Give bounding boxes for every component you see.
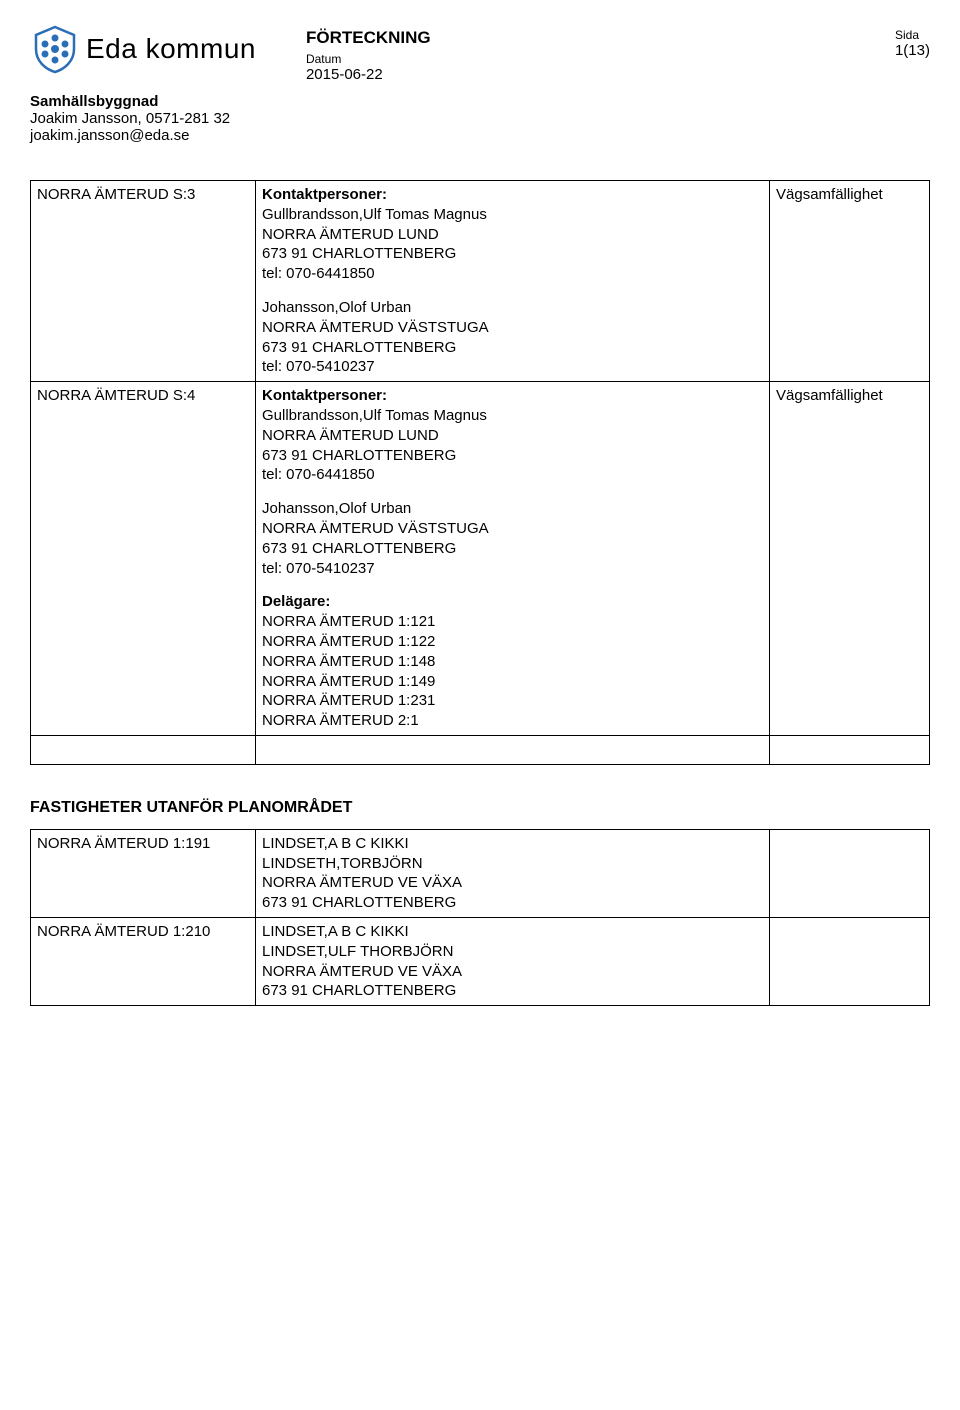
info-line: 673 91 CHARLOTTENBERG — [262, 540, 456, 557]
cell-details: Kontaktpersoner: Gullbrandsson,Ulf Tomas … — [256, 382, 770, 736]
info-line: Gullbrandsson,Ulf Tomas Magnus — [262, 206, 487, 223]
info-line: NORRA ÄMTERUD VÄSTSTUGA — [262, 319, 489, 336]
info-line: NORRA ÄMTERUD VE VÄXA — [262, 874, 462, 891]
cell-note — [770, 735, 930, 764]
block-label: Kontaktpersoner: — [262, 186, 387, 203]
info-block: Johansson,Olof Urban NORRA ÄMTERUD VÄSTST… — [262, 298, 763, 377]
table-row: NORRA ÄMTERUD 1:210LINDSET,A B C KIKKILI… — [31, 917, 930, 1005]
block-label: Delägare: — [262, 593, 330, 610]
table-row: NORRA ÄMTERUD S:4 Kontaktpersoner: Gullbra… — [31, 382, 930, 736]
doc-meta: FÖRTECKNING Datum 2015-06-22 — [306, 28, 431, 83]
doc-title: FÖRTECKNING — [306, 28, 431, 48]
info-line: NORRA ÄMTERUD VÄSTSTUGA — [262, 520, 489, 537]
info-block: Delägare: NORRA ÄMTERUD 1:121 NORRA ÄMTERU… — [262, 592, 763, 731]
cell-id: NORRA ÄMTERUD 1:210 — [31, 917, 256, 1005]
shield-icon — [30, 24, 80, 74]
info-block: LINDSET,A B C KIKKI LINDSET,ULF THORBJÖRN… — [262, 922, 763, 1001]
info-line: tel: 070-5410237 — [262, 358, 375, 375]
info-line: NORRA ÄMTERUD 1:149 — [262, 673, 435, 690]
page-number: 1(13) — [895, 42, 930, 59]
info-line: tel: 070-5410237 — [262, 560, 375, 577]
info-line: 673 91 CHARLOTTENBERG — [262, 894, 456, 911]
info-line: NORRA ÄMTERUD 2:1 — [262, 712, 419, 729]
info-line: LINDSET,A B C KIKKI — [262, 923, 409, 940]
department-name: Samhällsbyggnad — [30, 93, 930, 110]
info-line: 673 91 CHARLOTTENBERG — [262, 982, 456, 999]
cell-id — [31, 735, 256, 764]
info-line: Johansson,Olof Urban — [262, 299, 411, 316]
cell-note: Vägsamfällighet — [770, 181, 930, 382]
info-line: Johansson,Olof Urban — [262, 500, 411, 517]
properties-table: NORRA ÄMTERUD S:3 Kontaktpersoner: Gullbra… — [30, 180, 930, 765]
department-contact-1: Joakim Jansson, 0571-281 32 — [30, 110, 930, 127]
cell-details: LINDSET,A B C KIKKI LINDSET,ULF THORBJÖRN… — [256, 917, 770, 1005]
info-block: LINDSET,A B C KIKKI LINDSETH,TORBJÖRN NORR… — [262, 834, 763, 913]
department-contact-2: joakim.jansson@eda.se — [30, 127, 930, 144]
info-line: tel: 070-6441850 — [262, 466, 375, 483]
table-row: NORRA ÄMTERUD 1:191LINDSET,A B C KIKKILI… — [31, 829, 930, 917]
info-line: tel: 070-6441850 — [262, 265, 375, 282]
info-line: 673 91 CHARLOTTENBERG — [262, 447, 456, 464]
cell-details — [256, 735, 770, 764]
info-line: NORRA ÄMTERUD 1:231 — [262, 692, 435, 709]
properties-table-2: NORRA ÄMTERUD 1:191LINDSET,A B C KIKKILI… — [30, 829, 930, 1006]
cell-id: NORRA ÄMTERUD 1:191 — [31, 829, 256, 917]
info-line: NORRA ÄMTERUD 1:122 — [262, 633, 435, 650]
info-line: 673 91 CHARLOTTENBERG — [262, 339, 456, 356]
info-line: NORRA ÄMTERUD 1:121 — [262, 613, 435, 630]
info-line: NORRA ÄMTERUD VE VÄXA — [262, 963, 462, 980]
info-block: Kontaktpersoner: Gullbrandsson,Ulf Tomas … — [262, 386, 763, 485]
brand-logo-block: Eda kommun — [30, 24, 256, 74]
info-block: Johansson,Olof Urban NORRA ÄMTERUD VÄSTST… — [262, 499, 763, 578]
block-label: Kontaktpersoner: — [262, 387, 387, 404]
cell-details: Kontaktpersoner: Gullbrandsson,Ulf Tomas … — [256, 181, 770, 382]
info-line: NORRA ÄMTERUD LUND — [262, 427, 439, 444]
table-row: NORRA ÄMTERUD S:3 Kontaktpersoner: Gullbra… — [31, 181, 930, 382]
page-label: Sida — [895, 28, 930, 42]
info-line: LINDSET,A B C KIKKI — [262, 835, 409, 852]
brand-name: Eda kommun — [86, 33, 256, 65]
department-block: Samhällsbyggnad Joakim Jansson, 0571-281… — [30, 93, 930, 144]
info-line: LINDSET,ULF THORBJÖRN — [262, 943, 453, 960]
info-line: NORRA ÄMTERUD 1:148 — [262, 653, 435, 670]
cell-note: Vägsamfällighet — [770, 382, 930, 736]
date-label: Datum — [306, 52, 431, 66]
cell-details: LINDSET,A B C KIKKI LINDSETH,TORBJÖRN NORR… — [256, 829, 770, 917]
info-line: LINDSETH,TORBJÖRN — [262, 855, 423, 872]
cell-note — [770, 917, 930, 1005]
table-row — [31, 735, 930, 764]
cell-note — [770, 829, 930, 917]
cell-id: NORRA ÄMTERUD S:3 — [31, 181, 256, 382]
section-title: FASTIGHETER UTANFÖR PLANOMRÅDET — [30, 799, 930, 817]
info-block: Kontaktpersoner: Gullbrandsson,Ulf Tomas … — [262, 185, 763, 284]
page-number-block: Sida 1(13) — [895, 28, 930, 59]
info-line: Gullbrandsson,Ulf Tomas Magnus — [262, 407, 487, 424]
info-line: 673 91 CHARLOTTENBERG — [262, 245, 456, 262]
cell-id: NORRA ÄMTERUD S:4 — [31, 382, 256, 736]
doc-date: 2015-06-22 — [306, 66, 431, 83]
info-line: NORRA ÄMTERUD LUND — [262, 226, 439, 243]
